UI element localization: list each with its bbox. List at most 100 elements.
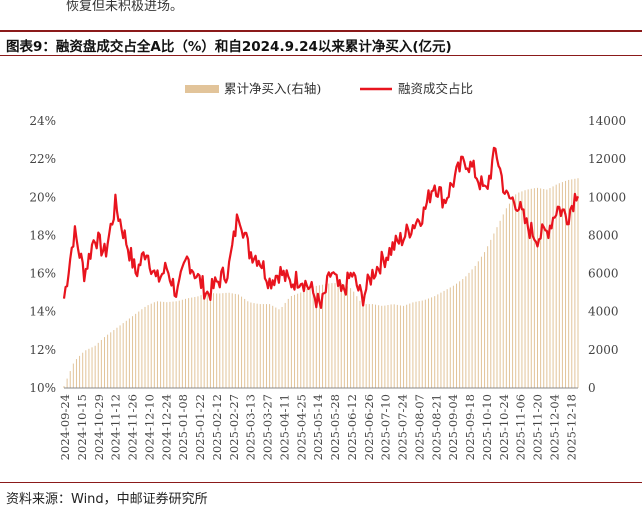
- cumulative-bar: [381, 305, 383, 388]
- cumulative-bar: [568, 179, 570, 388]
- x-tick-label: 2024-10-15: [75, 394, 89, 460]
- cumulative-bar: [91, 347, 93, 388]
- figure-title: 图表9：融资盘成交占全A比（%）和自2024.9.24以来累计净买入(亿元): [6, 39, 452, 55]
- cumulative-bar: [262, 304, 264, 388]
- cumulative-bar: [194, 296, 196, 388]
- cumulative-bar: [209, 292, 211, 388]
- cumulative-bar: [527, 189, 529, 388]
- cumulative-bar: [322, 284, 324, 388]
- cumulative-bar: [574, 178, 576, 388]
- cumulative-bar: [284, 302, 286, 388]
- cumulative-bar: [163, 301, 165, 388]
- cumulative-bar: [150, 303, 152, 388]
- x-tick-label: 2024-12-24: [159, 394, 173, 460]
- cumulative-bar: [169, 301, 171, 388]
- cumulative-bar: [334, 283, 336, 388]
- x-tick-label: 2025-07-10: [379, 394, 393, 460]
- cumulative-bar: [241, 296, 243, 388]
- cumulative-bar: [508, 203, 510, 388]
- cumulative-bar: [287, 298, 289, 388]
- cumulative-bar: [172, 301, 174, 388]
- left-tick-label: 24%: [29, 114, 56, 128]
- cumulative-bar: [132, 316, 134, 388]
- cumulative-bar: [144, 306, 146, 388]
- cumulative-bar: [128, 318, 130, 388]
- cumulative-bars: [63, 178, 579, 388]
- cumulative-bar: [290, 295, 292, 388]
- cumulative-bar: [300, 292, 302, 388]
- cumulative-bar: [153, 302, 155, 388]
- cumulative-bar: [103, 337, 105, 388]
- cumulative-bar: [72, 363, 74, 388]
- cumulative-bar: [66, 378, 68, 388]
- cumulative-bar: [100, 339, 102, 388]
- cumulative-bar: [571, 179, 573, 388]
- cumulative-bar: [63, 386, 65, 388]
- figure-title-bar: 图表9：融资盘成交占全A比（%）和自2024.9.24以来累计净买入(亿元): [0, 30, 642, 56]
- cumulative-bar: [222, 293, 224, 388]
- cumulative-bar: [421, 300, 423, 388]
- source-note: 资料来源：Wind，中邮证券研究所: [6, 492, 208, 507]
- right-axis: 0 2000 4000 6000 8000 10000 12000 14000: [588, 114, 626, 395]
- cumulative-bar: [515, 194, 517, 388]
- cumulative-bar: [471, 269, 473, 388]
- cumulative-bar: [499, 220, 501, 388]
- cumulative-bar: [561, 182, 563, 388]
- x-tick-label: 2025-04-11: [277, 394, 291, 460]
- cumulative-bar: [399, 305, 401, 388]
- cumulative-bar: [219, 293, 221, 388]
- cumulative-bar: [533, 188, 535, 388]
- left-tick-label: 22%: [29, 152, 56, 166]
- cumulative-bar: [518, 192, 520, 388]
- cumulative-bar: [225, 292, 227, 388]
- cumulative-bar: [362, 304, 364, 388]
- left-tick-label: 20%: [29, 190, 56, 204]
- ratio-line: [62, 146, 580, 309]
- cumulative-bar: [244, 298, 246, 388]
- cumulative-bar: [549, 188, 551, 388]
- cumulative-bar: [452, 285, 454, 388]
- cumulative-bar: [546, 189, 548, 388]
- cumulative-bar: [269, 304, 271, 388]
- cumulative-bar: [490, 239, 492, 388]
- cumulative-bar: [237, 294, 239, 388]
- cumulative-bar: [141, 309, 143, 388]
- cumulative-bar: [328, 283, 330, 388]
- right-tick-label: 8000: [588, 228, 619, 242]
- cumulative-bar: [434, 296, 436, 388]
- cumulative-bar: [502, 214, 504, 388]
- cumulative-bar: [166, 302, 168, 388]
- cumulative-bar: [160, 301, 162, 388]
- cumulative-bar: [125, 320, 127, 388]
- cumulative-bar: [555, 184, 557, 388]
- right-tick-label: 4000: [588, 305, 619, 319]
- cumulative-bar: [456, 283, 458, 388]
- cumulative-bar: [97, 342, 99, 388]
- x-tick-label: 2025-04-25: [294, 394, 308, 460]
- right-tick-label: 2000: [588, 343, 619, 357]
- cumulative-bar: [431, 297, 433, 388]
- x-tick-label: 2024-11-26: [126, 394, 140, 460]
- x-tick-label: 2025-06-26: [362, 394, 376, 460]
- cumulative-bar: [265, 304, 267, 388]
- cumulative-bar: [459, 281, 461, 388]
- cumulative-bar: [343, 284, 345, 388]
- x-tick-label: 2025-10-10: [480, 394, 494, 460]
- cumulative-bar: [474, 265, 476, 388]
- cumulative-bar: [247, 301, 249, 388]
- cumulative-bar: [138, 311, 140, 388]
- x-tick-label: 2025-02-12: [210, 394, 224, 460]
- x-tick-label: 2025-10-24: [497, 394, 511, 460]
- cumulative-bar: [315, 285, 317, 388]
- x-tick-label: 2025-01-22: [193, 394, 207, 460]
- cumulative-bar: [537, 187, 539, 388]
- cumulative-bar: [540, 188, 542, 388]
- x-tick-label: 2025-06-12: [345, 394, 359, 460]
- cumulative-bar: [505, 208, 507, 388]
- x-tick-label: 2025-05-28: [328, 394, 342, 460]
- cumulative-bar: [496, 227, 498, 388]
- cumulative-bar: [484, 252, 486, 388]
- cumulative-bar: [122, 323, 124, 388]
- cumulative-bar: [375, 304, 377, 388]
- cumulative-bar: [449, 287, 451, 388]
